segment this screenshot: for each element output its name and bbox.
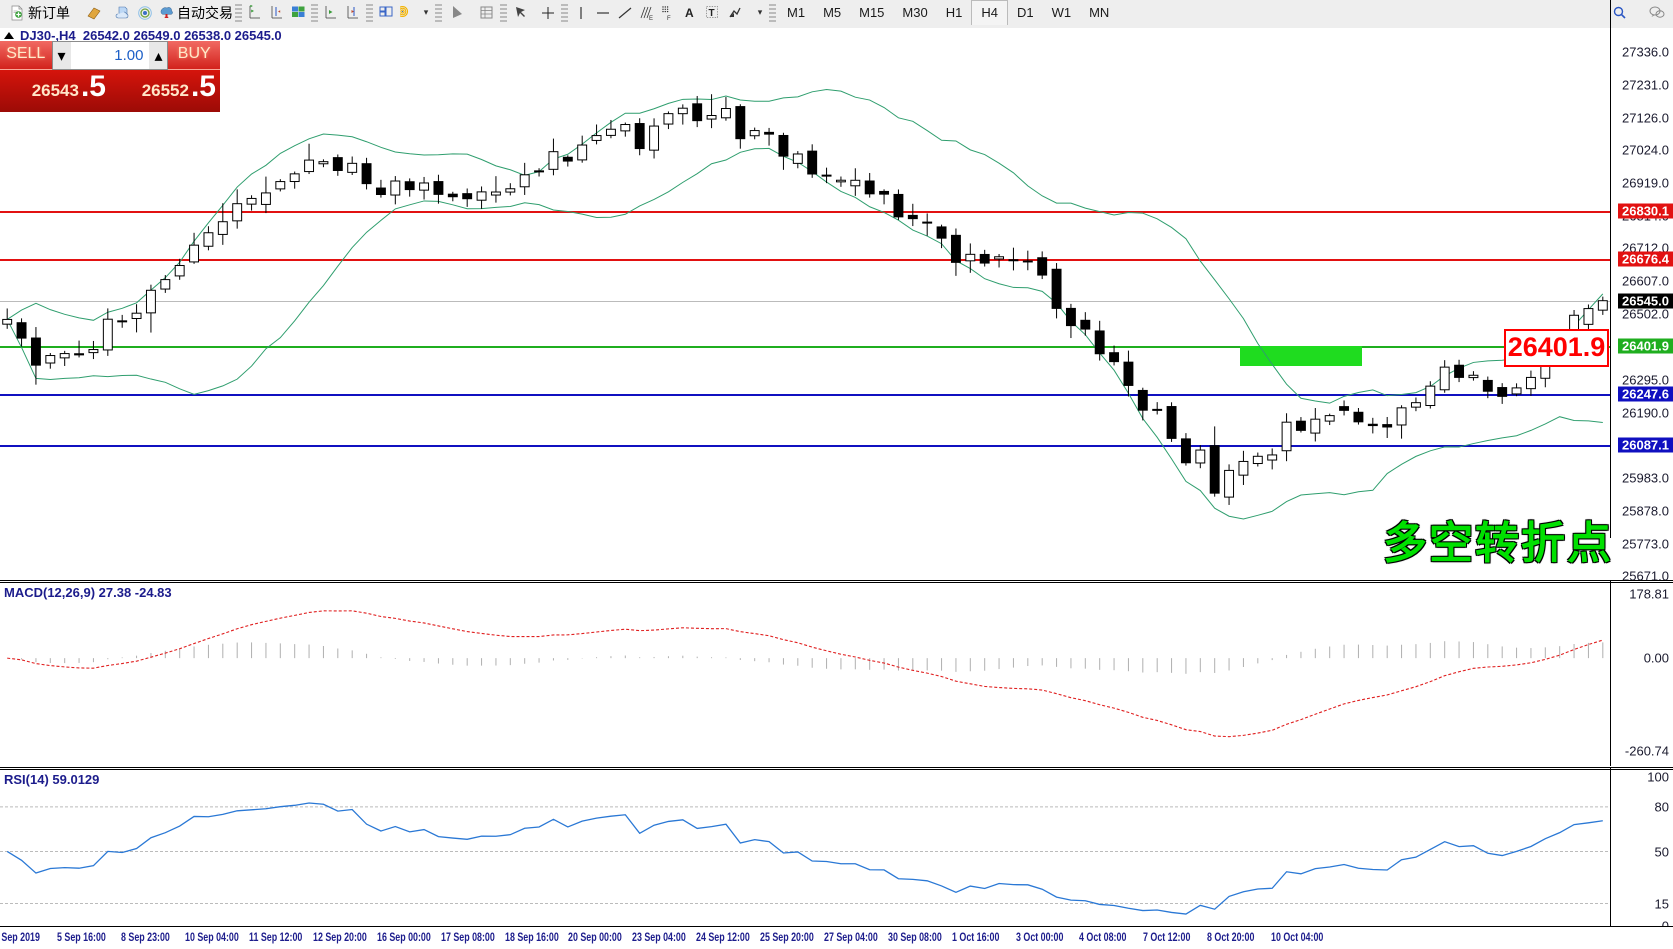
svg-text:A: A [685,6,694,20]
svg-text:F: F [667,16,671,21]
svg-text:E: E [649,16,653,21]
svg-text:T: T [709,8,715,19]
